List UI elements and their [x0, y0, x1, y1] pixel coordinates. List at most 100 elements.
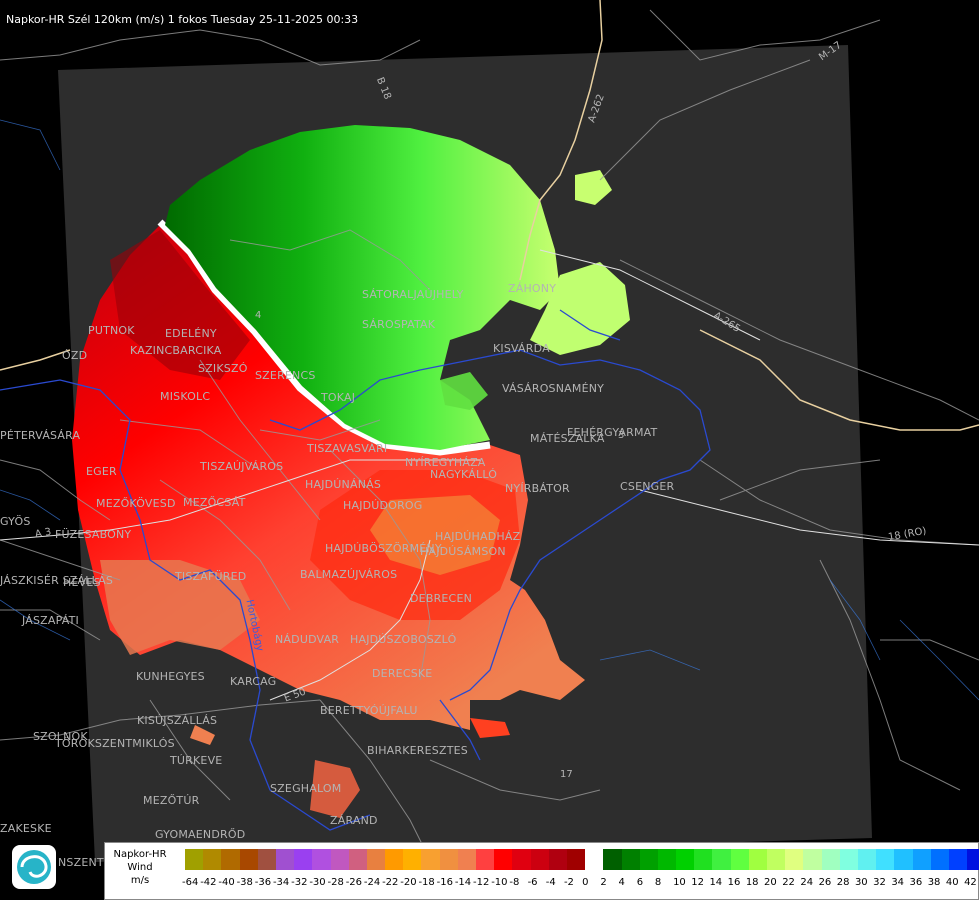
- place-label: GYOMAENDRŐD: [155, 828, 246, 841]
- legend-swatch: [257, 849, 276, 870]
- place-label: TÖRÖKSZENTMIKLÓS: [55, 737, 175, 750]
- legend-swatch: [421, 849, 440, 870]
- legend-swatch: [439, 849, 458, 870]
- legend-tick-label: 34: [891, 877, 905, 888]
- place-label: FÜZESABONY: [55, 528, 132, 541]
- place-label: BIHARKERESZTES: [367, 744, 468, 757]
- legend-tick-label: -22: [382, 877, 399, 888]
- legend-swatch: [185, 849, 204, 870]
- place-label: TOKAJ: [321, 391, 356, 404]
- legend-tick-label: -30: [309, 877, 326, 888]
- legend-swatch: [803, 849, 822, 870]
- place-label: CSENGER: [620, 480, 675, 493]
- place-label: MEZŐTÚR: [143, 794, 200, 807]
- place-label: NYÍREGYHÁZA: [405, 456, 486, 469]
- legend-swatch: [403, 849, 422, 870]
- place-label: HAJDÚHADHÁZ: [435, 530, 521, 543]
- legend-tick-label: -28: [327, 877, 344, 888]
- place-label: SZEGHALOM: [270, 782, 342, 795]
- place-label: TISZAVASVÁRI: [307, 442, 388, 455]
- legend-tick-label: 30: [854, 877, 868, 888]
- legend-tick-label: 0: [582, 877, 589, 888]
- place-label: HAJDÚBÖSZÖRMÉNY: [325, 542, 442, 555]
- place-label: NÁDUDVAR: [275, 633, 340, 646]
- legend-swatch: [676, 849, 695, 870]
- place-label: GYÖS: [0, 515, 31, 528]
- legend-tick-label: 32: [873, 877, 886, 888]
- legend-tick-label: 6: [636, 877, 644, 888]
- legend-swatch: [203, 849, 222, 870]
- legend-tick-label: 36: [909, 877, 923, 888]
- legend-swatch: [767, 849, 786, 870]
- place-label: ZÁHONY: [508, 282, 557, 295]
- place-label: EGER: [86, 465, 117, 478]
- place-label: SÁTORALJAÚJHELY: [362, 288, 464, 301]
- legend-tick-label: -26: [345, 877, 363, 888]
- legend-swatch: [639, 849, 658, 870]
- wind-zero-boundary: [157, 219, 491, 456]
- legend-tick-label: -36: [254, 877, 272, 888]
- place-label: NYÍRBÁTOR: [505, 482, 570, 495]
- legend-swatch: [366, 849, 386, 870]
- place-label: BERETTYÓÚJFALU: [320, 704, 418, 717]
- legend-swatch: [948, 849, 968, 870]
- legend-swatch: [239, 849, 258, 870]
- place-label: JÁSZKISÉR SZÁLLÁS: [0, 574, 114, 587]
- place-label: ZAKESKE: [0, 822, 52, 835]
- river-tisza: [0, 379, 371, 831]
- legend-tick-label: 8: [654, 877, 662, 888]
- legend-tick-label: -4: [545, 877, 556, 888]
- road-label: 17: [560, 769, 573, 780]
- place-label: SÁROSPATAK: [362, 318, 436, 331]
- legend-swatch: [694, 849, 713, 870]
- road-label: 3: [618, 430, 625, 441]
- legend-swatch: [712, 849, 731, 870]
- legend-swatch: [585, 849, 604, 870]
- place-label: ÓZD: [62, 349, 88, 362]
- place-label: DEBRECEN: [410, 592, 473, 605]
- place-label: KISÚJSZÁLLÁS: [137, 714, 218, 727]
- legend-tick-label: -16: [436, 877, 453, 888]
- legend-swatch: [512, 849, 531, 870]
- legend-swatch: [621, 849, 640, 870]
- place-label: MISKOLC: [160, 390, 211, 403]
- road-label: 4: [255, 310, 262, 321]
- legend-tick-label: 12: [691, 877, 704, 888]
- legend-swatch: [494, 849, 513, 870]
- color-legend: Napkor-HR Wind m/s -64 -42 -40 -38 -36 -34 -32…: [104, 842, 979, 900]
- legend-swatch: [603, 849, 622, 870]
- legend-tick-label: -34: [272, 877, 290, 888]
- logo-mark: [12, 845, 56, 889]
- legend-swatch: [312, 849, 331, 870]
- legend-swatch: [476, 849, 495, 870]
- legend-tick-label: -18: [418, 877, 435, 888]
- legend-tick-label: -6: [527, 877, 538, 888]
- place-label: PUTNOK: [88, 324, 135, 337]
- legend-swatch: [221, 849, 240, 870]
- place-label: NAGYKÁLLÓ: [430, 468, 498, 481]
- legend-tick-label: 22: [782, 877, 795, 888]
- legend-swatch: [385, 849, 404, 870]
- legend-tick-label: 38: [927, 877, 941, 888]
- legend-tick-label: 16: [727, 877, 741, 888]
- legend-swatch: [730, 849, 749, 870]
- legend-swatches: [185, 849, 979, 870]
- place-label: EDELÉNY: [165, 327, 217, 340]
- legend-swatch: [566, 849, 586, 870]
- place-label: HAJDÚSZOBOSZLÓ: [350, 633, 457, 646]
- legend-tick-label: 2: [600, 877, 607, 888]
- legend-swatch: [330, 849, 349, 870]
- legend-swatch: [530, 849, 549, 870]
- legend-tick-label: -12: [473, 877, 490, 888]
- road-a262: [519, 0, 603, 281]
- legend-tick-label: -64: [182, 877, 199, 888]
- legend-tick-label: 26: [818, 877, 832, 888]
- place-label: FEHÉRGYARMAT: [567, 426, 658, 439]
- place-label: SZERENCS: [255, 369, 316, 382]
- legend-swatch: [275, 849, 295, 870]
- place-label: TISZAÚJVÁROS: [200, 460, 284, 473]
- legend-swatch: [857, 849, 877, 870]
- legend-tick-label: 18: [745, 877, 759, 888]
- place-label: HAJDÚSÁMSON: [420, 545, 506, 558]
